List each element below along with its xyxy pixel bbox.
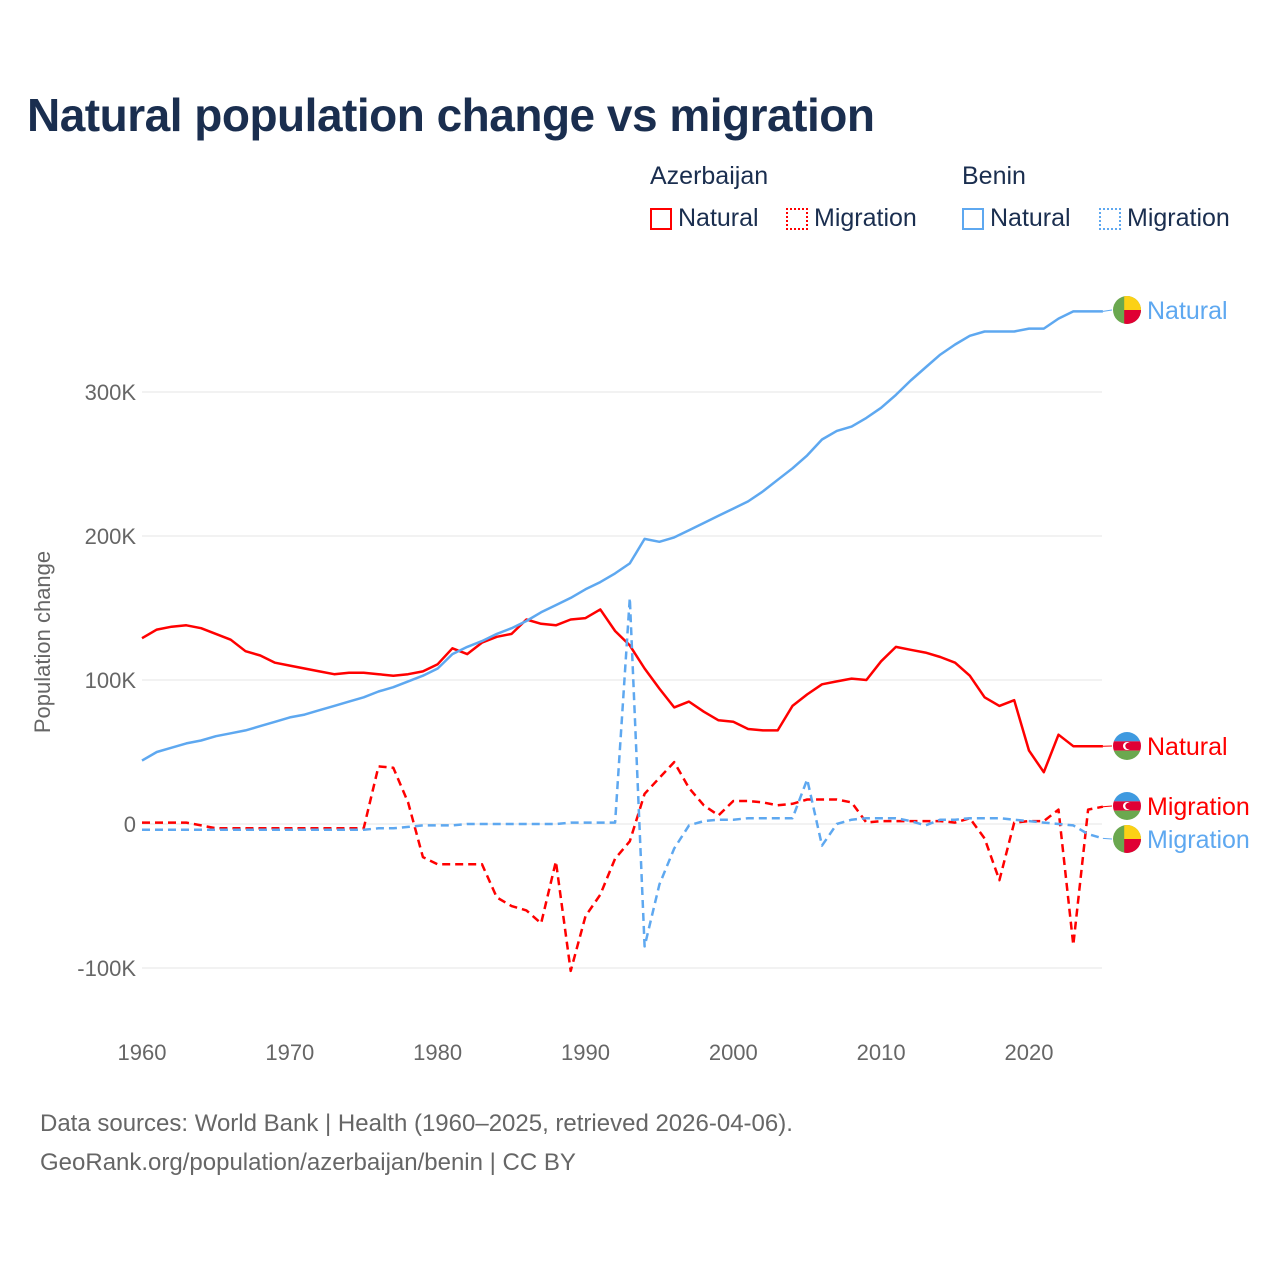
legend-swatch bbox=[786, 207, 808, 230]
label-connector bbox=[1102, 837, 1113, 840]
legend-group-benin: Benin bbox=[962, 162, 1026, 190]
legend-azerbaijan-natural[interactable]: Natural bbox=[650, 204, 759, 233]
azerbaijan-flag-icon bbox=[1113, 792, 1141, 820]
y-tick-label: 300K bbox=[85, 380, 137, 405]
legend-label: Migration bbox=[814, 204, 917, 232]
y-axis-label: Population change bbox=[30, 551, 55, 733]
legend-label: Natural bbox=[678, 204, 759, 232]
footer-sources: Data sources: World Bank | Health (1960–… bbox=[40, 1110, 793, 1137]
legend-azerbaijan-migration[interactable]: Migration bbox=[786, 204, 917, 233]
x-tick-label: 1960 bbox=[118, 1040, 167, 1065]
series-line-benin-migration bbox=[142, 596, 1104, 948]
legend-swatch bbox=[1099, 207, 1121, 230]
legend-label: Migration bbox=[1127, 204, 1230, 232]
end-label: Natural bbox=[1147, 733, 1228, 761]
x-tick-label: 2020 bbox=[1005, 1040, 1054, 1065]
x-tick-label: 1970 bbox=[265, 1040, 314, 1065]
x-tick-label: 1980 bbox=[413, 1040, 462, 1065]
y-tick-label: 200K bbox=[85, 524, 137, 549]
label-connector bbox=[1102, 309, 1113, 312]
label-connector bbox=[1102, 805, 1113, 808]
y-tick-label: 100K bbox=[85, 668, 137, 693]
series-line-azerbaijan-migration bbox=[142, 760, 1104, 973]
end-label: Migration bbox=[1147, 793, 1250, 821]
legend-swatch bbox=[650, 207, 672, 230]
azerbaijan-flag-icon bbox=[1113, 732, 1141, 760]
benin-flag-icon bbox=[1113, 825, 1141, 853]
x-tick-label: 1990 bbox=[561, 1040, 610, 1065]
x-tick-label: 2010 bbox=[857, 1040, 906, 1065]
legend-label: Natural bbox=[990, 204, 1071, 232]
end-label: Natural bbox=[1147, 297, 1228, 325]
y-tick-label: 0 bbox=[124, 812, 136, 837]
series-line-azerbaijan-natural bbox=[141, 608, 1103, 774]
end-label: Migration bbox=[1147, 826, 1250, 854]
legend-group-azerbaijan: Azerbaijan bbox=[650, 162, 769, 190]
y-tick-label: -100K bbox=[77, 956, 136, 981]
legend-swatch bbox=[962, 207, 984, 230]
benin-flag-icon bbox=[1113, 296, 1141, 324]
series-line-benin-natural bbox=[141, 310, 1103, 762]
legend-benin-natural[interactable]: Natural bbox=[962, 204, 1071, 233]
chart-title: Natural population change vs migration bbox=[27, 89, 875, 141]
legend-benin-migration[interactable]: Migration bbox=[1099, 204, 1230, 233]
x-tick-label: 2000 bbox=[709, 1040, 758, 1065]
footer-url[interactable]: GeoRank.org/population/azerbaijan/benin … bbox=[40, 1149, 576, 1176]
